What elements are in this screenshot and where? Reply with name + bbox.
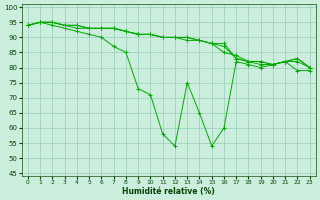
X-axis label: Humidité relative (%): Humidité relative (%) [123,187,215,196]
